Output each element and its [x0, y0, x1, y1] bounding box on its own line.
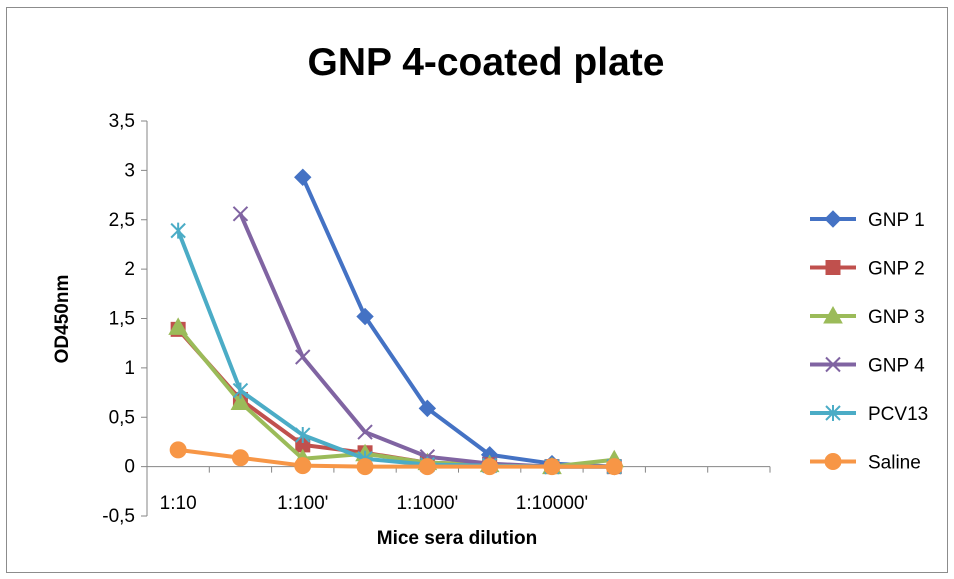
legend-item-pcv13: PCV13 [810, 404, 928, 425]
chart-title: GNP 4-coated plate [308, 41, 665, 84]
x-tick-label: 1:100' [277, 493, 328, 514]
legend-marker-gnp-2 [825, 260, 841, 275]
legend-label-gnp-2: GNP 2 [868, 259, 925, 280]
data-point-pcv13 [295, 427, 311, 444]
legend-item-saline: Saline [810, 453, 921, 474]
data-point-gnp-4 [295, 349, 311, 365]
data-point-gnp-1 [294, 168, 312, 186]
legend-marker-gnp-4 [825, 356, 841, 373]
y-tick-label: 1 [124, 358, 135, 379]
series-line-pcv13 [176, 229, 615, 469]
series-pcv13 [170, 222, 622, 475]
x-tick-label: 1:10 [160, 493, 197, 514]
series-line-gnp-1 [300, 176, 615, 469]
series-line-saline [177, 447, 615, 469]
data-point-saline [543, 458, 561, 476]
data-point-saline [605, 458, 623, 476]
y-tick-label: 1,5 [109, 309, 135, 330]
x-tick-label: 1:10000' [516, 493, 588, 514]
y-tick-label: -0,5 [102, 506, 135, 527]
legend-label-gnp-4: GNP 4 [868, 356, 925, 377]
legend: GNP 1 GNP 2 GNP 3 GNP 4 PCV13 Saline [810, 210, 928, 474]
chart-frame [6, 7, 948, 573]
data-point-gnp-1 [418, 399, 437, 418]
data-point-pcv13 [170, 222, 186, 239]
y-tick-label: 2,5 [109, 210, 135, 231]
legend-label-gnp-3: GNP 3 [868, 307, 925, 328]
legend-label-pcv13: PCV13 [868, 404, 928, 425]
x-axis-label: Mice sera dilution [377, 528, 537, 549]
data-point-gnp-1 [356, 307, 374, 326]
legend-item-gnp-1: GNP 1 [810, 210, 925, 231]
data-point-gnp-3 [168, 317, 189, 335]
y-tick-label: 3 [124, 160, 135, 181]
data-point-gnp-4 [232, 206, 249, 222]
data-point-gnp-3 [230, 392, 251, 410]
legend-item-gnp-4: GNP 4 [810, 356, 925, 377]
y-tick-label: 3,5 [109, 111, 135, 132]
data-point-saline [169, 441, 187, 459]
legend-item-gnp-3: GNP 3 [810, 305, 925, 328]
series-gnp-4 [232, 206, 622, 475]
data-point-saline [231, 449, 249, 467]
data-point-gnp-4 [357, 424, 373, 440]
legend-label-gnp-1: GNP 1 [868, 210, 925, 231]
y-tick-label: 0 [124, 457, 135, 478]
x-tick-label: 1:1000' [396, 493, 458, 514]
legend-marker-pcv13 [825, 405, 841, 421]
series-saline [169, 441, 623, 476]
legend-marker-saline [824, 453, 842, 470]
series-layer [168, 168, 625, 476]
data-point-saline [418, 458, 436, 476]
legend-marker-gnp-3 [823, 305, 843, 324]
data-point-pcv13 [232, 382, 249, 399]
y-tick-label: 0,5 [109, 407, 135, 428]
legend-marker-gnp-1 [824, 210, 842, 228]
data-point-saline [481, 458, 499, 476]
legend-item-gnp-2: GNP 2 [810, 259, 925, 280]
legend-label-saline: Saline [868, 453, 921, 474]
y-axis-label: OD450nm [52, 275, 73, 364]
data-point-saline [356, 458, 374, 476]
y-tick-label: 2 [124, 259, 135, 280]
data-point-saline [294, 457, 312, 475]
series-gnp-1 [294, 168, 623, 476]
